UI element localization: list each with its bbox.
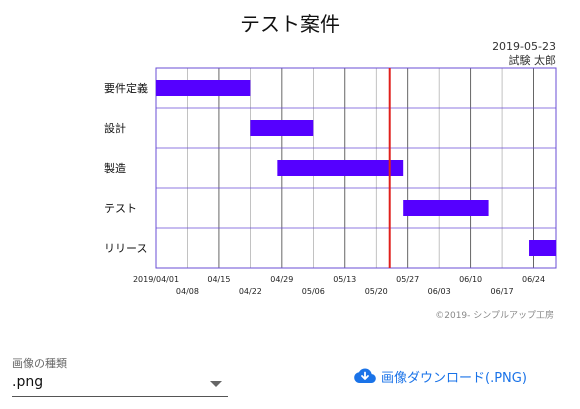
x-tick-label: 04/08 [176, 287, 199, 296]
chart-date: 2019-05-23 [492, 40, 556, 53]
chart-author: 試験 太郎 [508, 54, 557, 67]
cloud-download-icon [354, 368, 376, 384]
x-tick-label: 06/17 [491, 287, 514, 296]
dropdown-arrow-icon [210, 381, 222, 387]
x-tick-label: 05/20 [365, 287, 388, 296]
task-label: 設計 [104, 121, 126, 135]
chart-title: テスト案件 [240, 12, 340, 36]
task-label: テスト [104, 202, 137, 215]
copyright-text: ©2019- シンプルアップ工房 [435, 311, 554, 321]
download-image-button[interactable]: 画像ダウンロード(.PNG) [354, 366, 527, 386]
task-label: リリース [104, 242, 147, 255]
task-bar [529, 240, 556, 256]
x-tick-label: 05/27 [396, 275, 419, 284]
x-tick-label: 04/22 [239, 287, 262, 296]
x-tick-label: 05/06 [302, 287, 325, 296]
task-label: 製造 [104, 161, 126, 175]
download-label: 画像ダウンロード(.PNG) [381, 370, 527, 386]
plot-frame [155, 67, 557, 269]
task-label: 要件定義 [104, 81, 148, 95]
x-tick-label: 06/10 [459, 275, 482, 284]
task-bar [156, 80, 251, 96]
task-bar [403, 200, 489, 216]
image-type-select[interactable]: .png [12, 370, 228, 397]
x-tick-label: 04/15 [207, 275, 230, 284]
x-tick-label: 06/03 [428, 287, 451, 296]
task-bar [277, 160, 404, 176]
x-tick-label: 06/24 [522, 275, 545, 284]
x-tick-label: 05/13 [333, 275, 356, 284]
task-bar [250, 120, 314, 136]
image-type-label: 画像の種類 [12, 357, 67, 370]
image-type-value: .png [12, 374, 44, 390]
x-tick-label: 04/29 [270, 275, 293, 284]
x-tick-label: 2019/04/01 [133, 275, 179, 284]
chart-meta: 2019-05-23 試験 太郎 [492, 40, 556, 68]
